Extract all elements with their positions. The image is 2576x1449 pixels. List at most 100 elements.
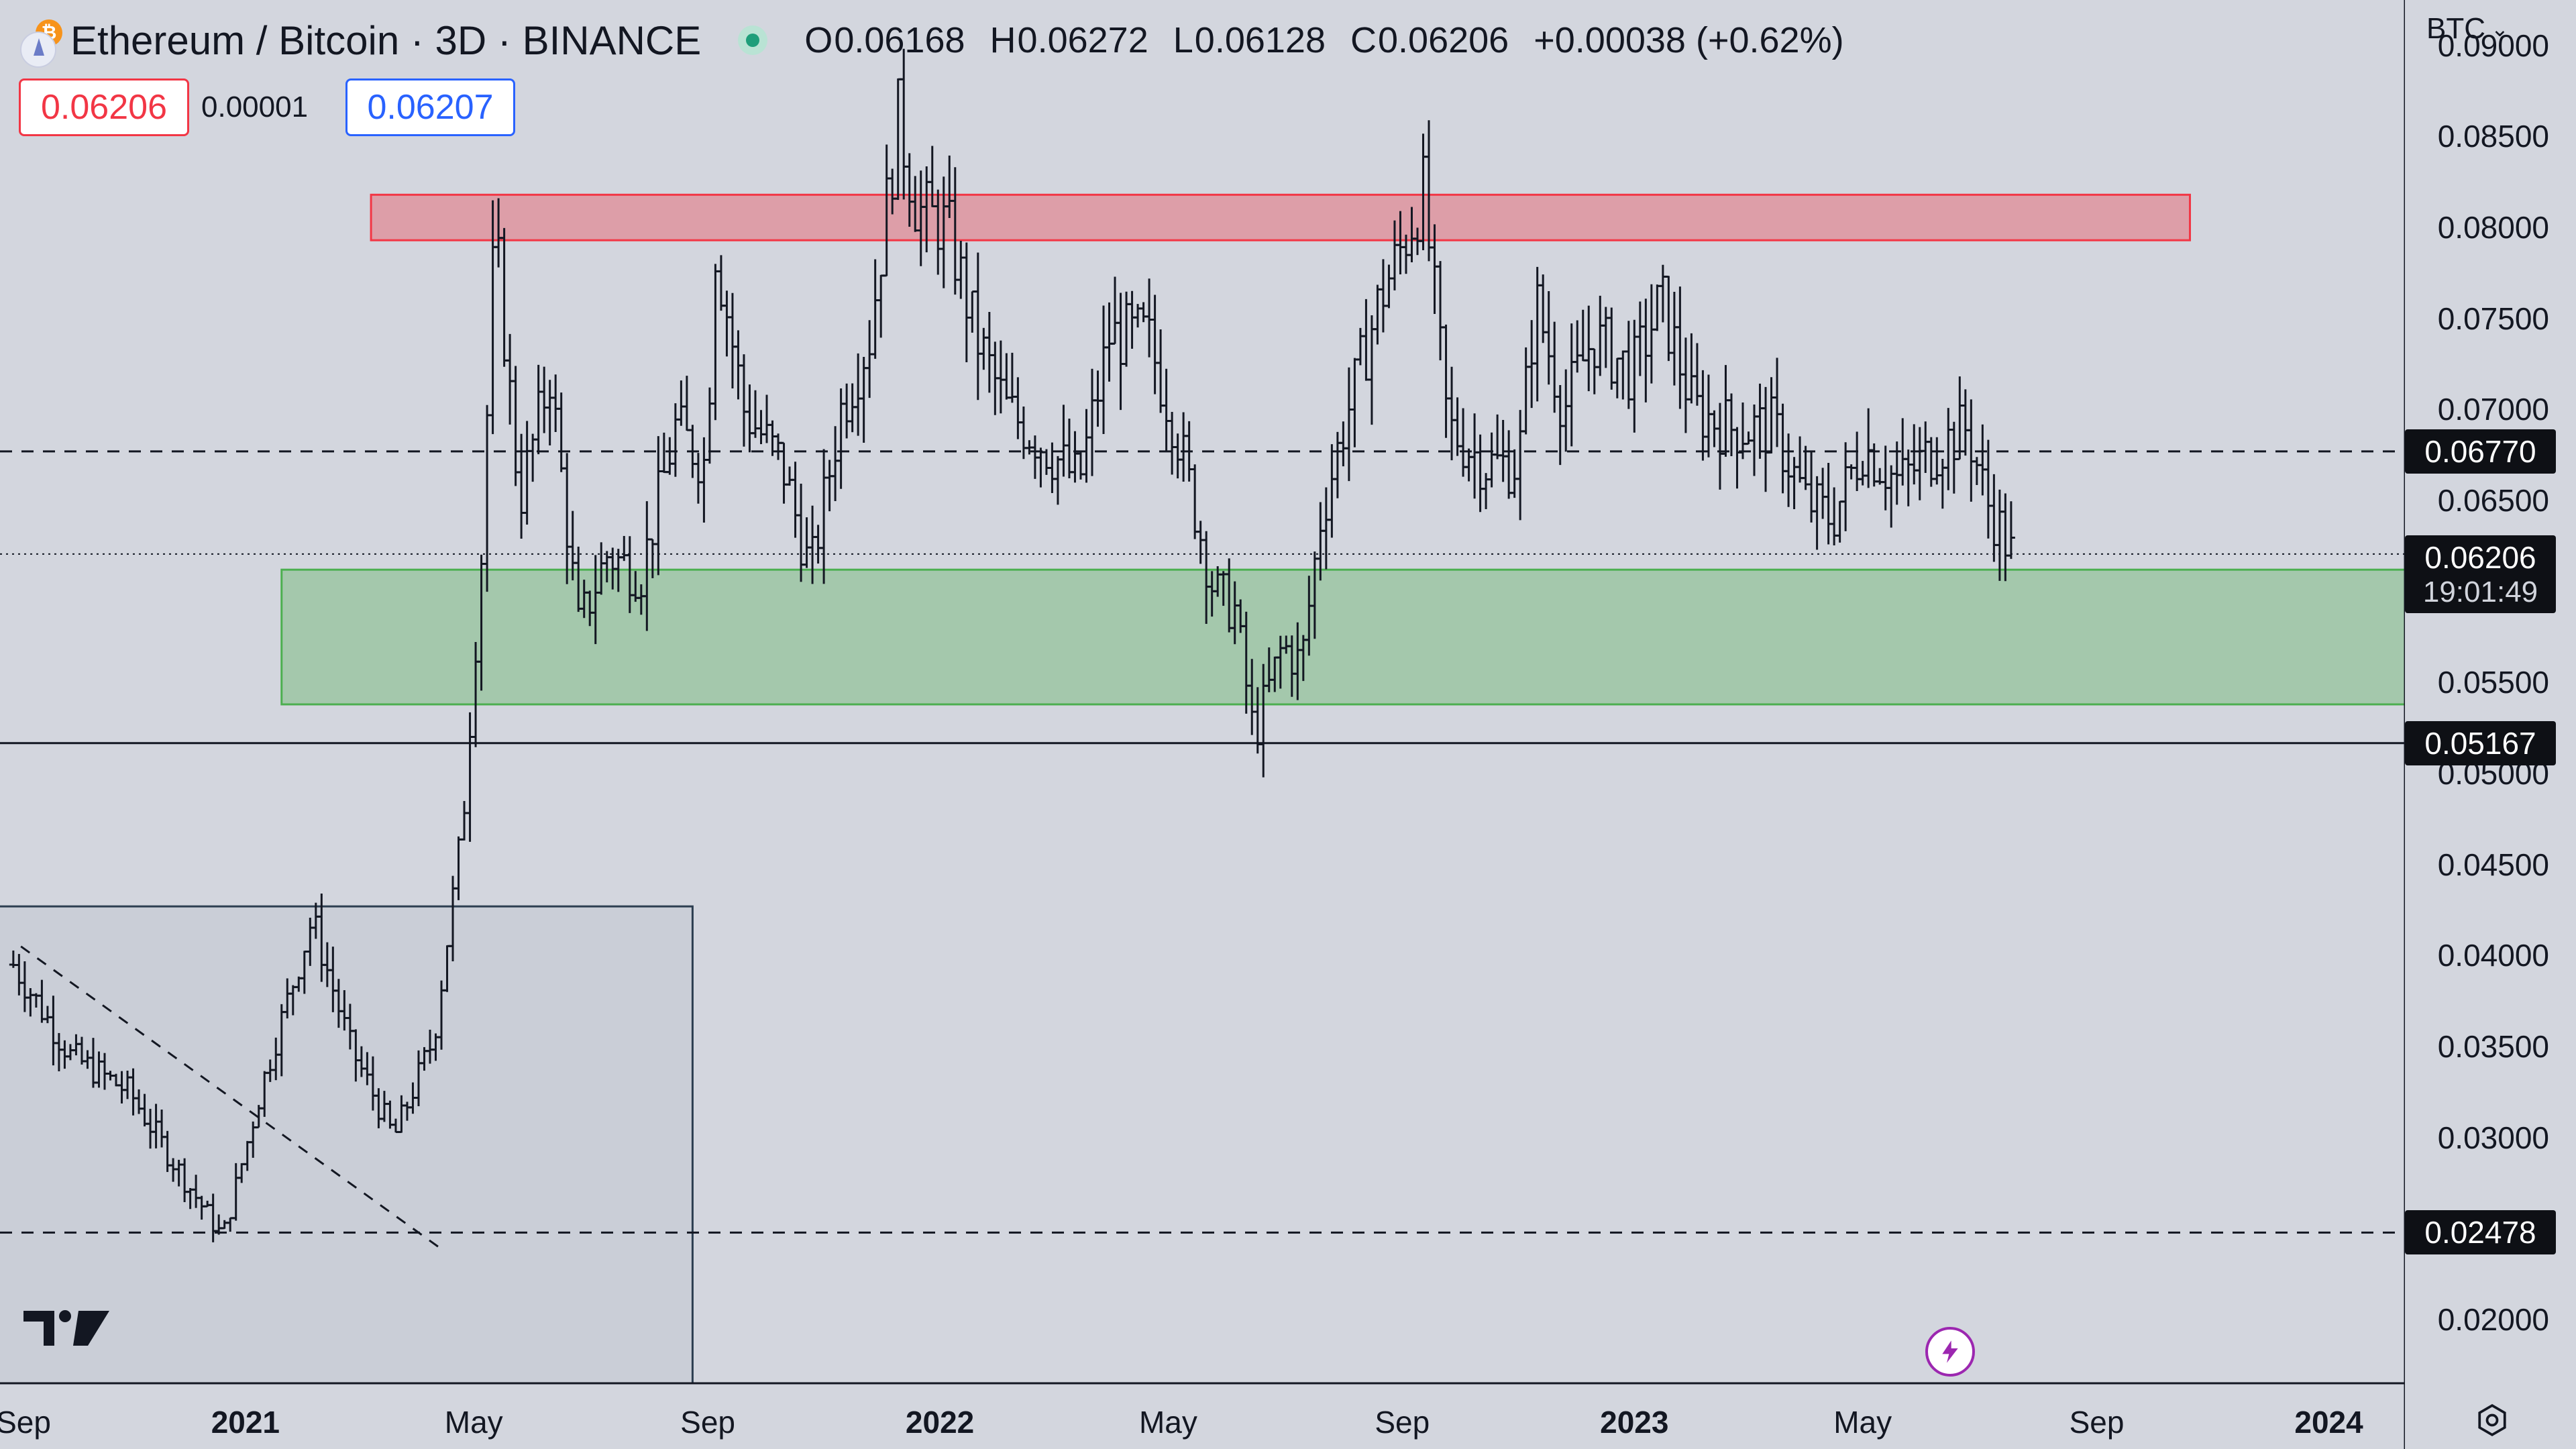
ohlc-bar	[996, 340, 1005, 414]
ohlc-bar	[1533, 266, 1542, 402]
ohlc-bar	[1379, 259, 1387, 333]
time-tick-label: 2021	[211, 1405, 280, 1440]
close-key: C	[1350, 20, 1377, 60]
symbol-title[interactable]: Ethereum / Bitcoin · 3D · BINANCE	[70, 17, 702, 63]
ohlc-bar	[1938, 458, 1947, 509]
ohlc-bar	[894, 78, 902, 201]
ohlc-bar	[694, 453, 702, 504]
ohlc-bar	[802, 517, 811, 568]
dashed-trendline[interactable]	[20, 945, 444, 1252]
ohlc-bar	[1322, 487, 1330, 570]
ohlc-bar	[1910, 424, 1919, 485]
resistance-zone[interactable]	[370, 193, 2192, 241]
ohlc-bar	[523, 421, 531, 525]
ohlc-values: O0.06168 H0.06272 L0.06128 C0.06206 +0.0…	[804, 19, 1843, 61]
ohlc-bar	[1196, 521, 1205, 564]
ohlc-bar	[1328, 444, 1336, 538]
ohlc-bar	[500, 227, 508, 367]
ohlc-bar	[1448, 366, 1456, 461]
ohlc-bar	[1093, 370, 1102, 427]
ohlc-bar	[865, 320, 874, 398]
ohlc-bar	[1756, 383, 1764, 459]
ohlc-bar	[2006, 501, 2015, 559]
price-badge-dashed-line: 0.02478	[2405, 1210, 2556, 1255]
ohlc-bar	[557, 392, 566, 472]
accumulation-box-zone[interactable]	[0, 905, 694, 1385]
ohlc-bar	[1670, 292, 1678, 386]
price-badge-dashed-line: 0.06770	[2405, 429, 2556, 474]
ohlc-bar	[739, 354, 748, 447]
ohlc-bar	[831, 426, 840, 501]
ohlc-bar	[1122, 291, 1131, 367]
time-tick-label: Sep	[2069, 1405, 2125, 1440]
ohlc-bar	[1139, 302, 1148, 323]
ohlc-bar	[1385, 264, 1393, 309]
ohlc-bar	[1128, 290, 1136, 349]
time-tick-label: Sep	[680, 1405, 736, 1440]
ohlc-bar	[1961, 389, 1970, 456]
ohlc-bar	[682, 376, 691, 431]
ohlc-bar	[716, 255, 725, 311]
time-tick-label: Sep	[0, 1405, 51, 1440]
lightning-bolt-icon[interactable]	[1925, 1327, 1975, 1377]
ohlc-bar	[763, 394, 771, 443]
ohlc-bar	[1715, 402, 1724, 490]
ohlc-bar	[2001, 493, 2010, 582]
price-badge-value: 0.02478	[2424, 1215, 2536, 1250]
tradingview-logo-icon[interactable]	[23, 1308, 111, 1348]
ohlc-bar	[722, 290, 731, 357]
ohlc-bar	[1642, 299, 1650, 402]
buy-button[interactable]: 0.06207	[345, 78, 515, 136]
ohlc-bar	[1082, 409, 1091, 483]
price-badge-value: 0.05167	[2424, 725, 2536, 761]
price-tick-label: 0.07000	[2437, 392, 2549, 427]
ohlc-bar	[665, 437, 674, 475]
ohlc-bar	[1727, 393, 1735, 457]
ohlc-bar	[1864, 408, 1873, 488]
market-status-icon[interactable]	[738, 25, 768, 55]
ohlc-bar	[1767, 377, 1776, 454]
settings-gear-icon[interactable]	[2475, 1403, 2509, 1437]
ohlc-bars-layer	[9, 48, 2015, 1242]
currency-selector[interactable]: BTC ⌄	[2426, 12, 2509, 46]
ohlc-bar	[1676, 286, 1684, 409]
ohlc-bar	[540, 366, 549, 433]
high-value: 0.06272	[1017, 20, 1148, 60]
ohlc-bar	[1978, 424, 1987, 496]
ohlc-bar	[859, 356, 868, 443]
ohlc-bar	[1173, 433, 1182, 479]
ohlc-bar	[825, 460, 834, 512]
ohlc-bar	[1362, 299, 1371, 381]
time-tick-label: Sep	[1375, 1405, 1430, 1440]
ohlc-bar	[1647, 284, 1656, 384]
ohlc-bar	[1505, 430, 1513, 499]
ohlc-bar	[1984, 439, 1992, 539]
ohlc-bar	[1356, 327, 1364, 366]
close-value: 0.06206	[1378, 20, 1509, 60]
ohlc-bar	[1704, 374, 1713, 458]
ohlc-bar	[1972, 457, 1981, 486]
ohlc-bar	[1613, 358, 1621, 398]
zones-layer	[0, 193, 2406, 1385]
price-tick-label: 0.08500	[2437, 119, 2549, 154]
ohlc-bar	[1590, 347, 1599, 394]
ohlc-bar	[877, 274, 885, 338]
ohlc-bar	[1567, 323, 1576, 447]
sell-button[interactable]: 0.06206	[19, 78, 189, 136]
currency-label: BTC	[2426, 12, 2485, 45]
ohlc-bar	[620, 535, 629, 561]
pair-icon[interactable]: ₿	[17, 17, 64, 68]
ohlc-bar	[820, 449, 828, 584]
ohlc-bar	[659, 432, 668, 474]
ohlc-bar	[1858, 461, 1867, 486]
ohlc-bar	[1933, 437, 1941, 485]
ohlc-bar	[1819, 468, 1827, 519]
ohlc-bar	[1733, 427, 1741, 489]
ohlc-bar	[979, 327, 988, 370]
support-zone[interactable]	[280, 568, 2406, 706]
ohlc-bar	[1134, 304, 1142, 328]
ohlc-bar	[728, 292, 737, 389]
ohlc-bar	[1521, 347, 1530, 435]
ohlc-bar	[1784, 433, 1793, 507]
